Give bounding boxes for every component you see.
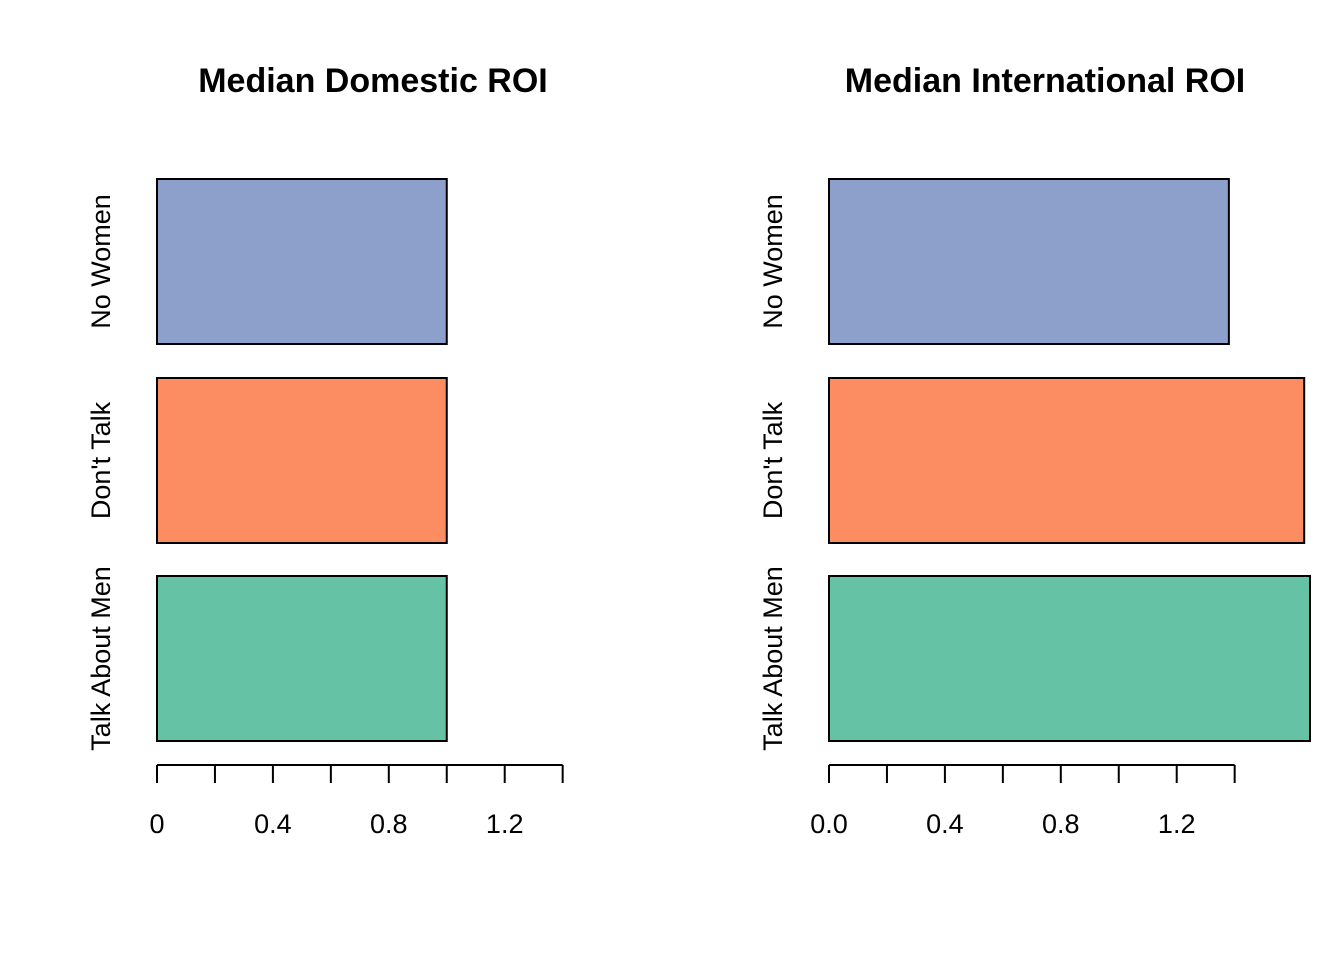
x-tick-label: 1.2: [1158, 809, 1196, 839]
bar: [156, 377, 448, 544]
category-label: Don't Talk: [86, 401, 116, 519]
bar: [828, 377, 1306, 544]
x-tick-label: 0.0: [810, 809, 848, 839]
bar: [156, 178, 448, 345]
x-tick-label: 1.2: [486, 809, 524, 839]
bar: [828, 575, 1311, 742]
x-tick-label: 0.8: [1042, 809, 1080, 839]
category-label: Don't Talk: [758, 401, 788, 519]
bar: [156, 575, 448, 742]
chart-title: Median International ROI: [845, 62, 1245, 100]
category-label: Talk About Men: [86, 566, 116, 751]
x-tick-label: 0: [149, 809, 164, 839]
bar: [828, 178, 1230, 345]
category-label: No Women: [758, 194, 788, 329]
category-label: Talk About Men: [758, 566, 788, 751]
category-label: No Women: [86, 194, 116, 329]
chart-title: Median Domestic ROI: [198, 62, 548, 100]
x-tick-label: 0.8: [370, 809, 408, 839]
x-tick-label: 0.4: [254, 809, 292, 839]
x-tick-label: 0.4: [926, 809, 964, 839]
